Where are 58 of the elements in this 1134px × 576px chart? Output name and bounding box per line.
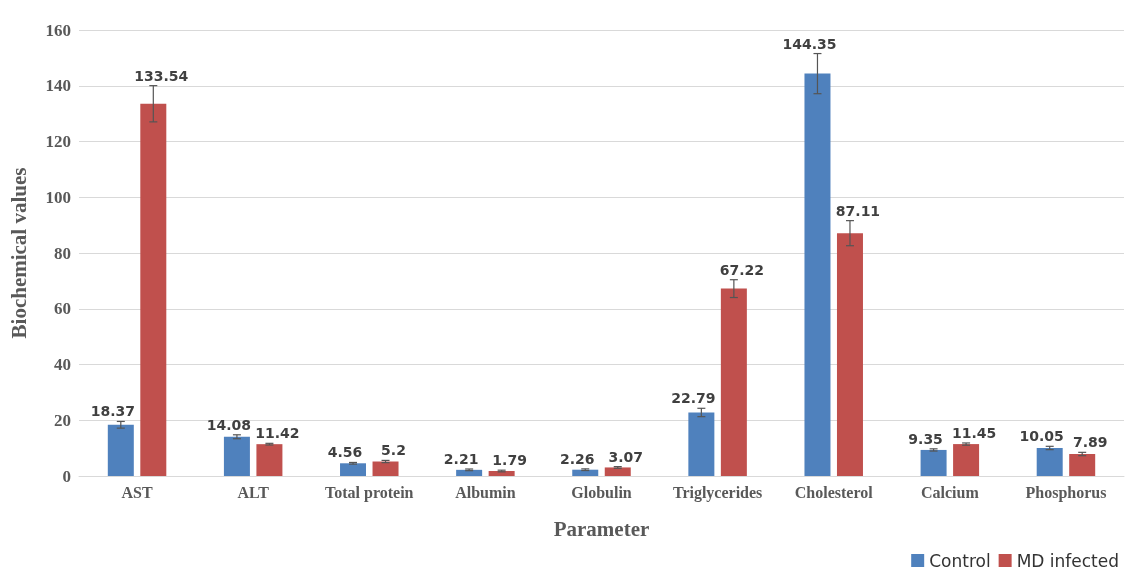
y-tick-label: 120	[45, 132, 71, 151]
y-tick-label: 40	[54, 355, 71, 374]
x-tick-label: Total protein	[325, 483, 414, 502]
bar	[488, 471, 515, 476]
data-label: 4.56	[327, 444, 363, 461]
x-tick-label: Triglycerides	[672, 483, 763, 502]
data-label: 3.07	[608, 448, 644, 465]
bar	[456, 469, 483, 476]
data-label: 11.42	[255, 425, 300, 442]
y-tick-label: 100	[45, 187, 71, 207]
bar	[256, 444, 283, 476]
bar	[836, 233, 863, 476]
y-tick-label: 160	[45, 20, 71, 40]
x-tick-label: Cholesterol	[794, 483, 874, 501]
bar	[953, 444, 980, 476]
data-label: 2.26	[559, 450, 595, 467]
bar	[604, 467, 631, 476]
data-label: 2.21	[443, 451, 479, 467]
data-label: 1.79	[492, 452, 527, 469]
x-tick-label: Calcium	[920, 483, 980, 501]
bar	[920, 449, 947, 476]
bar	[372, 461, 399, 476]
data-label: 18.37	[90, 403, 135, 420]
x-tick-label: Phosphorus	[1025, 483, 1107, 502]
bar	[107, 424, 134, 476]
data-label: 87.11	[835, 202, 881, 219]
legend-label: MD infected	[1016, 550, 1120, 571]
data-label: 10.05	[1019, 428, 1064, 445]
y-tick-label: 20	[54, 410, 71, 430]
y-axis-title: Biochemical values	[6, 167, 31, 339]
data-label: 11.45	[951, 424, 997, 441]
bar	[340, 463, 367, 476]
y-tick-label: 140	[45, 76, 71, 96]
bar	[572, 469, 599, 476]
legend-label: Control	[929, 550, 991, 571]
data-label: 22.79	[671, 390, 716, 407]
bar	[1036, 447, 1063, 476]
x-tick-label: Globulin	[571, 483, 632, 501]
data-label: 7.89	[1072, 434, 1108, 451]
data-label: 9.35	[908, 430, 943, 447]
data-label: 5.2	[381, 442, 406, 459]
data-label: 133.54	[134, 67, 189, 84]
bar	[804, 73, 831, 476]
x-axis-title: Parameter	[553, 516, 650, 541]
bar	[223, 436, 250, 476]
data-label: 14.08	[206, 416, 252, 433]
data-label: 67.22	[719, 261, 765, 278]
bar	[1069, 454, 1096, 476]
y-tick-label: 80	[54, 243, 71, 263]
x-tick-label: Albumin	[455, 483, 516, 501]
bar	[720, 288, 747, 476]
x-tick-label: ALT	[237, 483, 270, 501]
y-tick-label: 60	[54, 299, 71, 319]
bar	[140, 103, 167, 476]
data-label: 144.35	[782, 35, 837, 52]
x-tick-label: AST	[121, 483, 153, 501]
y-tick-label: 0	[62, 466, 71, 486]
bar	[688, 412, 715, 476]
